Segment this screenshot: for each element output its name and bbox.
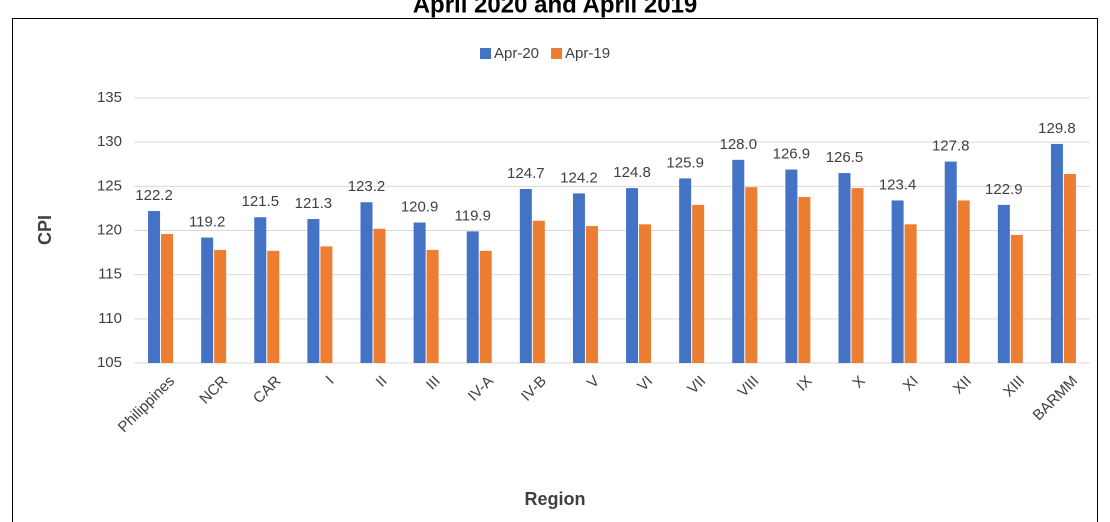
bar — [798, 196, 811, 363]
legend-swatch — [480, 48, 491, 59]
x-axis-title: Region — [525, 489, 586, 509]
data-label: 122.2 — [135, 187, 173, 204]
data-label: 123.4 — [879, 176, 917, 193]
bar — [851, 188, 864, 363]
bar — [572, 193, 585, 363]
bar — [585, 226, 598, 363]
bar — [745, 187, 758, 363]
bar — [360, 202, 373, 363]
y-tick-label: 105 — [97, 354, 122, 371]
data-label: 119.9 — [455, 207, 491, 224]
data-label: 125.9 — [666, 154, 704, 171]
data-label: 119.2 — [189, 214, 225, 231]
bar — [479, 250, 492, 363]
bar — [254, 217, 267, 363]
bar — [732, 159, 745, 363]
data-label: 126.5 — [826, 149, 864, 166]
chart-title: April 2020 and April 2019 — [413, 0, 698, 18]
y-tick-label: 115 — [98, 266, 122, 283]
data-label: 127.8 — [932, 138, 970, 155]
bar — [466, 231, 479, 363]
data-label: 121.5 — [242, 193, 280, 210]
bar — [957, 200, 970, 363]
bar — [838, 173, 851, 363]
bar — [785, 169, 798, 363]
bar — [201, 237, 214, 363]
bar — [1010, 234, 1023, 363]
bar — [161, 234, 174, 363]
data-label: 124.2 — [560, 169, 598, 186]
data-label: 120.9 — [401, 199, 439, 216]
bar — [679, 178, 692, 363]
bar — [373, 228, 386, 363]
data-label: 126.9 — [773, 146, 811, 163]
data-label: 124.7 — [507, 165, 545, 182]
y-tick-label: 120 — [97, 221, 122, 238]
bar — [532, 220, 545, 363]
data-label: 128.0 — [720, 136, 758, 153]
bar — [267, 250, 280, 363]
data-label: 124.8 — [613, 164, 651, 181]
bar — [320, 246, 333, 363]
y-tick-label: 130 — [97, 133, 122, 150]
bar — [944, 161, 957, 363]
data-label: 129.8 — [1038, 120, 1076, 137]
bar — [307, 219, 320, 363]
bar — [692, 204, 705, 363]
legend-label: Apr-19 — [565, 45, 610, 62]
bar — [1063, 173, 1076, 363]
data-label: 121.3 — [295, 195, 333, 212]
y-axis-title: CPI — [35, 215, 55, 245]
bar — [148, 211, 161, 363]
legend-swatch — [551, 48, 563, 59]
y-tick-label: 110 — [98, 310, 122, 327]
data-label: 123.2 — [348, 178, 386, 195]
bar — [891, 200, 904, 363]
bar — [519, 188, 532, 363]
bar — [904, 224, 917, 363]
bar — [997, 204, 1010, 363]
data-label: 122.9 — [985, 181, 1023, 198]
bar — [1050, 143, 1063, 363]
bar — [413, 222, 426, 363]
legend-label: Apr-20 — [494, 45, 539, 62]
bar — [214, 249, 227, 363]
y-tick-label: 125 — [97, 177, 122, 194]
bar — [639, 224, 652, 363]
bar — [426, 249, 439, 363]
chart-frame — [12, 18, 1098, 522]
bar — [626, 188, 639, 363]
y-tick-label: 135 — [97, 89, 122, 106]
